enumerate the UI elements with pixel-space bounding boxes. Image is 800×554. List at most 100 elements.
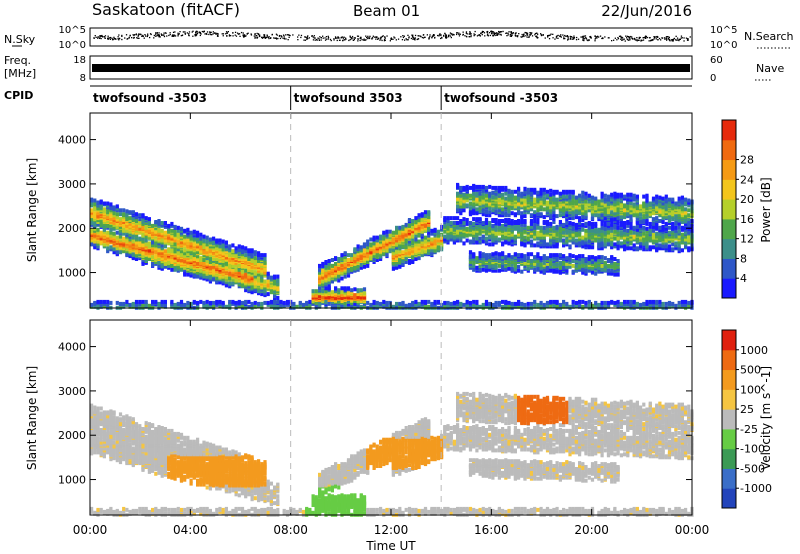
nsky-point xyxy=(668,36,670,38)
heatmap-cell xyxy=(475,217,479,222)
nsky-point xyxy=(336,37,338,39)
nsky-point xyxy=(626,37,628,39)
nsky-point xyxy=(510,35,513,37)
heatmap-cell xyxy=(423,210,428,215)
nsky-point xyxy=(324,39,327,41)
heatmap-cell xyxy=(401,224,405,229)
nsky-point xyxy=(536,36,538,38)
nsky-point xyxy=(257,33,260,35)
heatmap-cell xyxy=(134,252,139,257)
nsky-point xyxy=(470,36,472,38)
nsky-point xyxy=(131,37,133,39)
heatmap-cell xyxy=(407,302,412,307)
heatmap-cell xyxy=(337,299,341,304)
heatmap-cell xyxy=(443,223,447,228)
heatmap-cell xyxy=(491,185,495,190)
nsky-point xyxy=(281,36,283,38)
heatmap-cell xyxy=(205,235,209,240)
nsky-point xyxy=(345,38,347,40)
nsky-point xyxy=(630,35,632,38)
heatmap-cell xyxy=(157,263,161,268)
heatmap-cell xyxy=(497,221,501,226)
heatmap-cell xyxy=(507,205,511,210)
nsky-point xyxy=(500,31,503,33)
nsky-point xyxy=(622,37,624,39)
heatmap-cell xyxy=(475,265,479,270)
heatmap-cell xyxy=(224,304,228,309)
nsky-point xyxy=(232,32,234,34)
nsky-point xyxy=(629,39,631,41)
nsky-point xyxy=(583,39,585,42)
nsky-point xyxy=(535,35,537,38)
nsky-point xyxy=(361,39,363,41)
heatmap-cell xyxy=(504,211,508,216)
heatmap-cell xyxy=(118,220,123,224)
nsky-point xyxy=(638,36,640,39)
heatmap-cell xyxy=(138,299,142,304)
nsky-point xyxy=(486,34,489,36)
heatmap-cell xyxy=(356,292,360,297)
heatmap-cell xyxy=(488,242,492,247)
nsky-point xyxy=(335,37,337,39)
nsky-point xyxy=(268,36,270,38)
nsky-point xyxy=(384,39,386,41)
heatmap-cell xyxy=(189,233,193,238)
heatmap-cell xyxy=(526,252,530,257)
heatmap-cell xyxy=(340,290,344,295)
heatmap-cell xyxy=(115,235,119,240)
nsky-point xyxy=(573,37,576,39)
nsky-point xyxy=(363,39,365,41)
heatmap-cell xyxy=(484,253,489,258)
heatmap-cell xyxy=(488,301,492,306)
heatmap-cell xyxy=(131,252,135,257)
nsky-point xyxy=(342,37,344,39)
nsky-point xyxy=(529,34,531,37)
heatmap-cell xyxy=(186,263,190,268)
nsky-point xyxy=(195,32,197,34)
heatmap-cell xyxy=(308,299,312,304)
heatmap-cell xyxy=(395,252,399,257)
nsky-point xyxy=(555,37,558,39)
heatmap-cell xyxy=(327,261,331,266)
nsky-point xyxy=(279,37,282,40)
nsky-point xyxy=(343,36,345,38)
heatmap-cell xyxy=(517,192,521,197)
heatmap-cell xyxy=(520,257,524,261)
heatmap-cell xyxy=(494,251,498,256)
nsky-point xyxy=(99,36,101,38)
heatmap-cell xyxy=(494,268,498,273)
nsky-point xyxy=(528,36,530,38)
heatmap-cell xyxy=(90,221,94,225)
nsky-point xyxy=(566,36,569,38)
nsky-point xyxy=(527,34,529,36)
heatmap-cell xyxy=(228,299,232,304)
heatmap-cell xyxy=(481,203,485,208)
nsky-point xyxy=(487,35,489,37)
nsky-point xyxy=(665,38,668,40)
nsky-label: N.Sky xyxy=(4,33,36,46)
heatmap-cell xyxy=(167,247,171,252)
heatmap-cell xyxy=(362,242,367,247)
heatmap-cell xyxy=(151,240,155,245)
heatmap-cell xyxy=(141,250,145,255)
nsky-tick-bottom: 10^0 xyxy=(59,40,86,51)
heatmap-cell xyxy=(504,185,508,190)
nsky-point xyxy=(644,35,647,38)
heatmap-cell xyxy=(526,195,530,200)
nsky-point xyxy=(633,38,636,40)
nsky-point xyxy=(632,38,634,40)
nsky-point xyxy=(338,39,341,41)
heatmap-cell xyxy=(263,260,267,264)
nsky-point xyxy=(438,35,440,37)
heatmap-cell xyxy=(125,209,129,214)
heatmap-cell xyxy=(334,296,338,300)
nsky-point xyxy=(97,36,99,38)
nsky-point xyxy=(319,36,321,38)
heatmap-cell xyxy=(404,237,408,242)
nsky-point xyxy=(567,38,569,40)
heatmap-cell xyxy=(398,225,402,230)
heatmap-cell xyxy=(324,270,328,275)
heatmap-cell xyxy=(404,227,408,232)
heatmap-cell xyxy=(112,231,116,236)
heatmap-cell xyxy=(446,303,450,308)
